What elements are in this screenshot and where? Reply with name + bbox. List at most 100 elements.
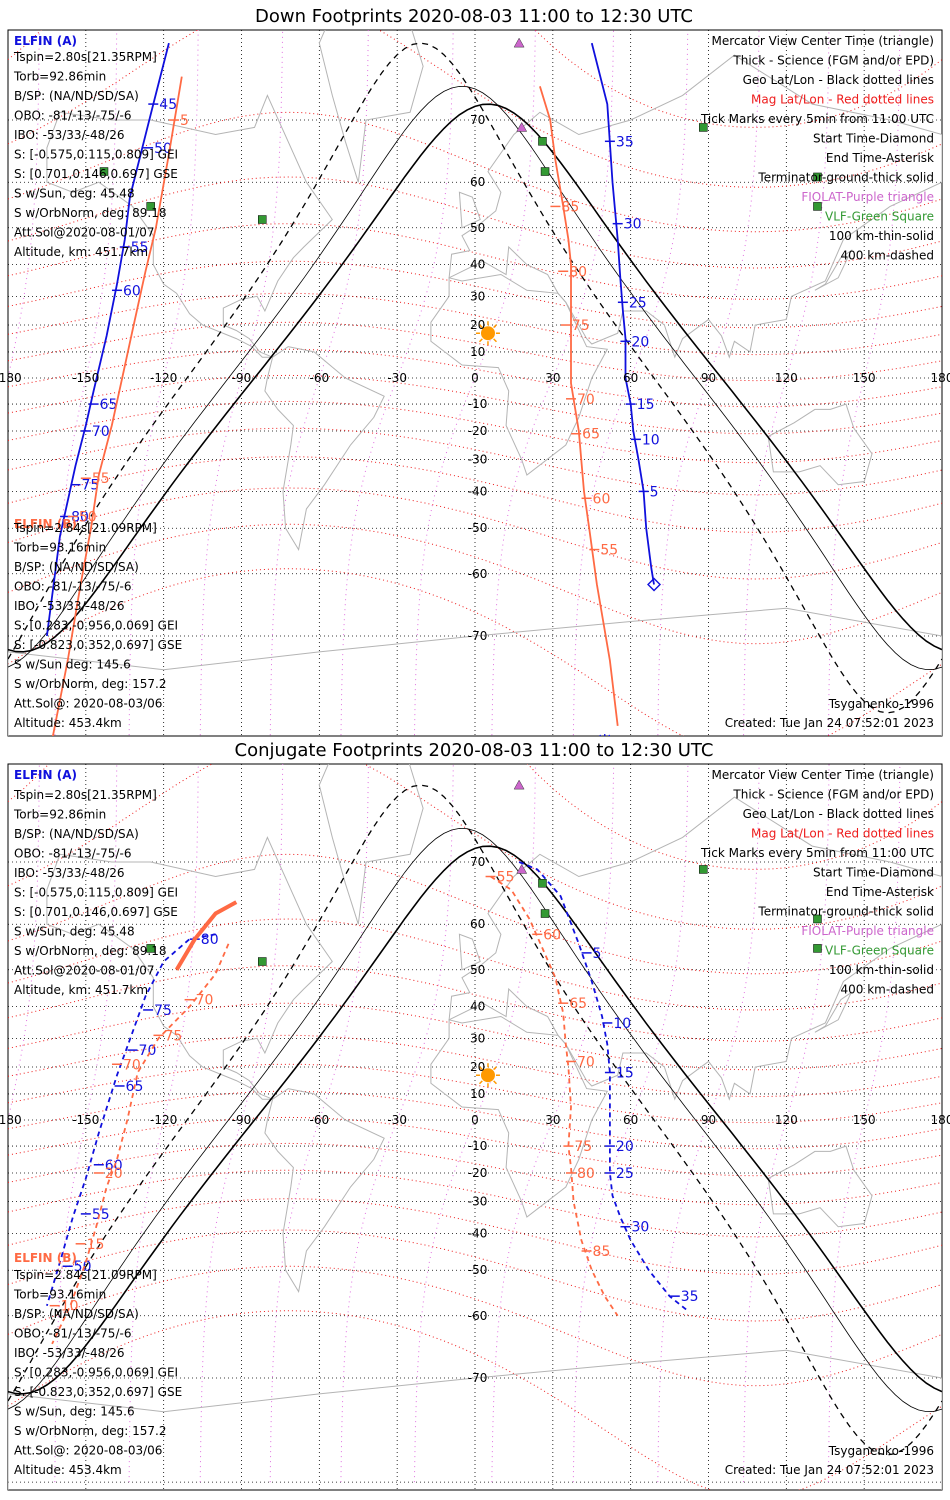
track-tick-label: 85 <box>561 199 579 215</box>
markers-layer <box>146 779 822 1088</box>
mag-lon-line <box>827 30 901 736</box>
elfin-a-info-line: Torb=92.86min <box>13 808 106 822</box>
coastline-shape <box>8 607 942 736</box>
elfin-b-header: ELFIN (B) <box>14 1251 77 1265</box>
lat-tick-label: -70 <box>468 1371 488 1385</box>
mag-lon-line <box>340 764 454 1483</box>
lat-tick-label: -20 <box>468 424 488 438</box>
track-tick-label: 70 <box>577 392 595 408</box>
terminator-ground-line <box>8 103 942 653</box>
lat-tick-label: 40 <box>470 1000 485 1014</box>
sun-ray <box>493 1080 497 1085</box>
legend-line: End Time-Asterisk <box>826 885 934 899</box>
start-diamond-icon <box>647 577 662 592</box>
track-tick-label: 75 <box>574 1139 592 1155</box>
lon-tick-label: 30 <box>545 371 560 385</box>
elfin-a-info-line: Tspin=2.80s[21.35RPM] <box>13 788 157 802</box>
elfin-b-info-line: S w/Sun, deg: 145.6 <box>14 1405 135 1419</box>
coastline-shape <box>318 764 424 925</box>
legend-line: Mercator View Center Time (triangle) <box>712 34 934 48</box>
elfin-b-info-line: OBO: -81/-13/-75/-6 <box>14 580 131 594</box>
elfin-b-altitude: Altitude: 453.4km <box>14 716 122 730</box>
track-tick-label: 85 <box>593 1244 611 1260</box>
coastline-shape <box>458 933 481 971</box>
grid-layer <box>8 30 942 736</box>
elfin-a-info-line: B/SP: (NA/ND/SD/SA) <box>14 89 139 103</box>
mag-lon-line <box>572 30 689 736</box>
track-tick-label: 70 <box>577 1054 595 1070</box>
lon-tick-label: 180 <box>931 371 950 385</box>
vlf-square-icon <box>538 137 547 146</box>
sun-ray <box>493 338 497 343</box>
lon-tick-label: -150 <box>72 371 99 385</box>
elfin-a-info-line: Torb=92.86min <box>13 70 106 84</box>
mag-lat-line <box>8 965 942 1042</box>
lat-tick-label: 10 <box>470 1087 485 1101</box>
lon-tick-label: -150 <box>72 1113 99 1127</box>
legend-line: Terminator-ground-thick solid <box>757 905 934 919</box>
down-footprints-panel: Down Footprints 2020-08-03 11:00 to 12:3… <box>0 6 950 737</box>
track-tick-label: 75 <box>154 1003 172 1019</box>
vlf-square-icon <box>813 914 822 924</box>
elfin-b-info-line: IBO: -53/33/-48/26 <box>14 599 125 613</box>
mag-lon-line <box>54 764 118 1483</box>
elfin-b-info-line: OBO: -81/-13/-75/-6 <box>14 1327 131 1341</box>
lon-tick-label: 60 <box>623 1113 638 1127</box>
elfin-b-info-line: Torb=93.16min <box>13 1288 106 1302</box>
vlf-square-icon <box>146 202 155 211</box>
mag-lat-line <box>8 1265 942 1387</box>
lat-tick-label: -10 <box>468 1139 488 1153</box>
track-tick-label: 50 <box>79 509 97 525</box>
track-tick-label: 55 <box>600 543 618 559</box>
legend-line: VLF-Green Square <box>825 210 934 224</box>
legend-line: 100 km-thin-solid <box>829 963 934 977</box>
elfin-b-info-line: B/SP: (NA/ND/SD/SA) <box>14 1307 139 1321</box>
vlf-square-icon <box>699 865 708 874</box>
track-tick-label: 80 <box>201 932 219 948</box>
elfin-b-info-line: S w/OrbNorm, deg: 157.2 <box>14 1424 166 1438</box>
elfin-a-info-line: S: [-0.575,0.115,0.809] GEI <box>14 148 178 162</box>
elfin-a-info-line: Att.Sol@2020-08-01/07 <box>14 964 155 978</box>
track-tick-label: 75 <box>572 318 590 334</box>
mag-lat-line <box>8 260 942 329</box>
track-tick-label: 70 <box>139 1043 157 1059</box>
terminator-100km-line <box>8 827 942 1413</box>
tracks-layer: 80 75 70 65 60 55 50 5 10 15 20 25 30 35 70 75 70 20 15 10 5… <box>46 861 699 1345</box>
vlf-square-icon <box>540 909 550 918</box>
lon-tick-label: -120 <box>150 1113 177 1127</box>
mag-lat-line <box>8 1169 942 1238</box>
legend-line: Geo Lat/Lon - Black dotted lines <box>743 73 934 87</box>
legend-line: 100 km-thin-solid <box>829 229 934 243</box>
lat-tick-label: 30 <box>470 1031 485 1045</box>
track-tick-label: 20 <box>616 1139 634 1155</box>
terminator-100km-line <box>8 85 942 671</box>
elfin-a-info-line: Altitude, km: 451.7km <box>14 245 148 259</box>
elfin-a-info-line: B/SP: (NA/ND/SD/SA) <box>14 827 139 841</box>
coastline-shape <box>448 54 942 359</box>
track-tick-label: 35 <box>681 1289 699 1305</box>
elfin-a-header: ELFIN (A) <box>14 768 77 782</box>
sun-ray <box>493 1066 497 1071</box>
elfin-a-info-line: Tspin=2.80s[21.35RPM] <box>13 50 157 64</box>
track-tick-label: 55 <box>131 240 149 256</box>
lon-tick-label: 120 <box>775 1113 798 1127</box>
lat-tick-label: 60 <box>470 917 485 931</box>
lon-tick-label: -30 <box>387 371 407 385</box>
lon-tick-label: -60 <box>310 371 330 385</box>
track-tick-label: 20 <box>631 334 649 350</box>
lat-tick-label: 70 <box>470 113 485 127</box>
elfin-a-info-line: S: [0.701,0.146,0.697] GSE <box>14 167 178 181</box>
legend-line: Thick - Science (FGM and/or EPD) <box>732 54 934 68</box>
lon-tick-label: -180 <box>0 1113 22 1127</box>
elfin-a-info-line: S: [0.701,0.146,0.697] GSE <box>14 905 178 919</box>
track-tick-label: 30 <box>624 217 642 233</box>
elfin-a-info-line: OBO: -81/-13/-75/-6 <box>14 847 131 861</box>
track-tick-label: 75 <box>164 1028 182 1044</box>
lon-tick-label: -90 <box>232 371 252 385</box>
info-text-layer: ELFIN (A) ELFIN (B) Tsyganenko-1996 Crea… <box>0 768 950 1477</box>
lat-tick-label: -20 <box>468 1166 488 1180</box>
track-tick-label: 5 <box>593 946 602 962</box>
track-tick-label: 65 <box>100 397 118 413</box>
lat-tick-label: 50 <box>470 221 485 235</box>
track-tick-label: 55 <box>497 870 515 886</box>
